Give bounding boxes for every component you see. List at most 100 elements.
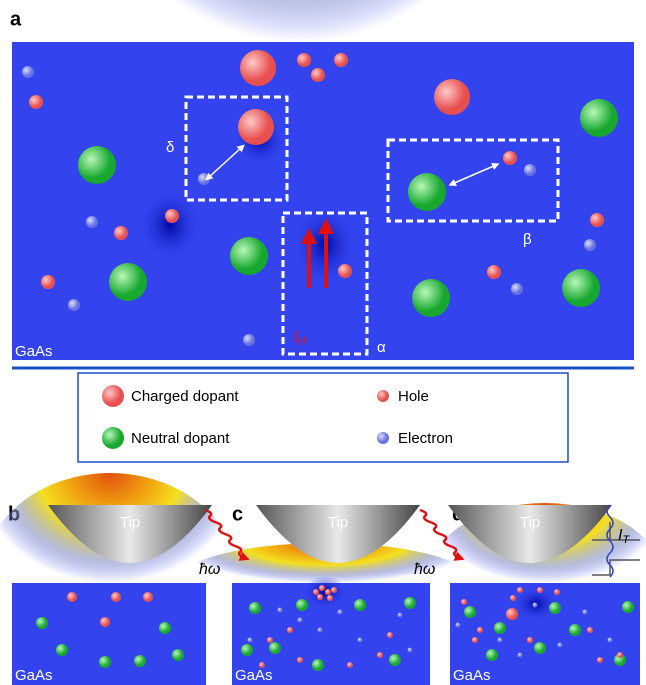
region-label: β: [523, 231, 532, 248]
electron: [68, 299, 80, 311]
tip-label: Tip: [120, 514, 140, 531]
hole: [311, 68, 325, 82]
neutral-dopant: [408, 173, 446, 211]
neutral-dopant: [230, 237, 268, 275]
neutral-dopant: [464, 606, 476, 618]
electron: [243, 334, 255, 346]
neutral-dopant: [249, 602, 261, 614]
hole: [472, 637, 478, 643]
charged-dopant: [240, 50, 276, 86]
neutral-dopant: [134, 655, 146, 667]
region-label: α: [377, 339, 386, 356]
electron: [248, 638, 253, 643]
hole: [477, 627, 483, 633]
panel-label: a: [10, 8, 22, 30]
neutral-dopant: [580, 99, 618, 137]
hole: [114, 226, 128, 240]
neutral-dopant: [269, 642, 281, 654]
material-label: GaAs: [15, 667, 53, 684]
hole: [510, 595, 516, 601]
neutral-dopant: [562, 269, 600, 307]
neutral-dopant: [486, 649, 498, 661]
hole: [297, 53, 311, 67]
electron: [298, 618, 303, 623]
hole: [387, 632, 393, 638]
hole: [597, 657, 603, 663]
legend-icon: [377, 432, 389, 444]
hole: [143, 592, 153, 602]
hole: [517, 587, 523, 593]
electron: [408, 648, 413, 653]
charged-dopant: [434, 79, 470, 115]
electron: [533, 603, 538, 608]
electron: [608, 638, 613, 643]
neutral-dopant: [412, 279, 450, 317]
hole: [327, 595, 333, 601]
hole: [67, 592, 77, 602]
charged-dopant: [238, 109, 274, 145]
electron: [278, 608, 283, 613]
hole: [527, 637, 533, 643]
electron: [583, 610, 588, 615]
neutral-dopant: [99, 656, 111, 668]
neutral-dopant: [494, 622, 506, 634]
electron: [398, 613, 403, 618]
region-label: δ: [166, 139, 174, 156]
electron: [558, 643, 563, 648]
neutral-dopant: [622, 601, 634, 613]
electron: [456, 623, 461, 628]
electron: [358, 638, 363, 643]
hole: [29, 95, 43, 109]
neutral-dopant: [389, 654, 401, 666]
neutral-dopant: [36, 617, 48, 629]
electron: [498, 638, 503, 643]
hole: [267, 637, 273, 643]
hole: [377, 652, 383, 658]
neutral-dopant: [56, 644, 68, 656]
neutral-dopant: [354, 599, 366, 611]
material-label: GaAs: [453, 667, 491, 684]
legend-label: Hole: [398, 388, 429, 405]
legend-label: Electron: [398, 430, 453, 447]
material-label: GaAs: [15, 343, 53, 360]
hole: [537, 587, 543, 593]
electron: [338, 610, 343, 615]
electron: [198, 173, 210, 185]
panel-label: c: [232, 503, 243, 525]
electron: [524, 164, 536, 176]
hole: [297, 657, 303, 663]
neutral-dopant: [241, 644, 253, 656]
hole: [313, 589, 319, 595]
electron: [318, 628, 323, 633]
hole: [287, 627, 293, 633]
legend-label: Neutral dopant: [131, 430, 230, 447]
neutral-dopant: [569, 624, 581, 636]
photon-label: ħω: [414, 561, 435, 578]
legend-icon: [102, 385, 124, 407]
electron: [86, 216, 98, 228]
bottom-panels: bGaAsTipcGaAsTipħωdGaAsTipħωIT: [0, 473, 646, 685]
neutral-dopant: [159, 622, 171, 634]
hole: [590, 213, 604, 227]
material-label: GaAs: [235, 667, 273, 684]
neutral-dopant: [404, 597, 416, 609]
tip-label: Tip: [520, 514, 540, 531]
neutral-dopant: [534, 642, 546, 654]
legend-icon: [102, 427, 124, 449]
tip-label: Tip: [328, 514, 348, 531]
hole: [554, 589, 560, 595]
legend: [78, 373, 568, 462]
hole: [111, 592, 121, 602]
hole: [587, 627, 593, 633]
neutral-dopant: [109, 263, 147, 301]
hole: [487, 265, 501, 279]
hole: [325, 589, 331, 595]
neutral-dopant: [296, 599, 308, 611]
hole: [317, 594, 323, 600]
hole: [503, 151, 517, 165]
neutral-dopant: [78, 146, 116, 184]
legend-label: Charged dopant: [131, 388, 239, 405]
hole: [334, 53, 348, 67]
hole: [331, 587, 337, 593]
electron: [22, 66, 34, 78]
